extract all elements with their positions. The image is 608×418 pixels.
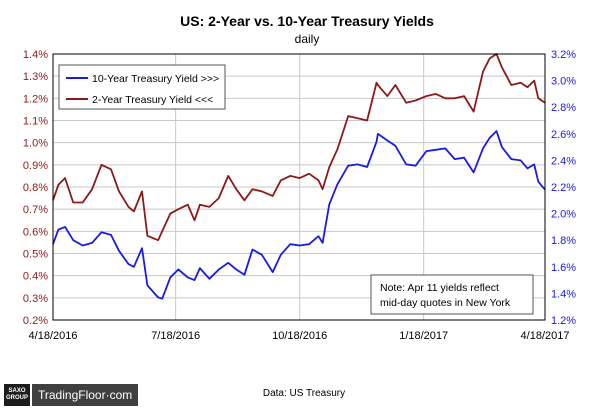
plot-frame [52, 53, 546, 321]
right-tick-label: 1.2% [551, 315, 576, 327]
source-note: Data: US Treasury [262, 388, 346, 399]
legend: 10-Year Treasury Yield >>> 2-Year Treasu… [58, 64, 226, 110]
legend-label-10y: 10-Year Treasury Yield >>> [92, 73, 219, 85]
right-tick-label: 2.0% [551, 209, 576, 221]
left-tick-label: 0.6% [23, 226, 48, 238]
left-tick-label: 1.1% [23, 116, 48, 128]
left-tick-label: 0.2% [23, 315, 48, 327]
right-tick-label: 2.8% [551, 102, 576, 114]
x-tick-label: 1/18/2017 [399, 330, 448, 342]
left-tick-label: 1.2% [23, 93, 48, 105]
right-tick-label: 3.2% [551, 49, 576, 61]
chart-title: US: 2-Year vs. 10-Year Treasury Yields [180, 13, 434, 29]
left-tick-label: 0.5% [23, 249, 48, 261]
brand-logo-bottom: GROUP [5, 395, 28, 401]
annotation-line-1: Note: Apr 11 yields reflect [380, 282, 499, 294]
left-tick-label: 1.4% [23, 49, 48, 61]
right-tick-label: 1.4% [551, 288, 576, 300]
right-tick-label: 1.8% [551, 235, 576, 247]
left-tick-label: 1.3% [23, 71, 48, 83]
annotation-line-2: mid-day quotes in New York [380, 297, 511, 309]
x-tick-label: 10/18/2016 [272, 330, 327, 342]
series-2-year-line [52, 53, 546, 242]
right-axis: 1.2% 1.4% 1.6% 1.8% 2.0% 2.2% 2.4% 2.6% 2.8% 3.0%… [551, 49, 576, 327]
saxo-logo-icon: SAXO GROUP [4, 384, 30, 406]
left-tick-label: 0.9% [23, 160, 48, 172]
left-tick-label: 0.4% [23, 271, 48, 283]
left-tick-label: 0.8% [23, 182, 48, 194]
x-tick-label: 7/18/2016 [151, 330, 200, 342]
series-lines [52, 53, 546, 300]
annotation-box [370, 274, 534, 315]
legend-label-2y: 2-Year Treasury Yield <<< [92, 94, 213, 106]
left-tick-label: 0.7% [23, 204, 48, 216]
annotation: Note: Apr 11 yields reflect mid-day quot… [370, 274, 534, 315]
right-tick-label: 1.6% [551, 262, 576, 274]
right-tick-label: 2.6% [551, 129, 576, 141]
brand-logo: SAXO GROUP TradingFloor·com [4, 384, 139, 406]
x-axis: 4/18/2016 7/18/2016 10/18/2016 1/18/2017 4/1… [29, 330, 570, 342]
right-tick-label: 2.4% [551, 155, 576, 167]
brand-logo-top: SAXO [8, 388, 26, 394]
right-tick-label: 3.0% [551, 76, 576, 88]
left-tick-label: 0.3% [23, 293, 48, 305]
x-tick-label: 4/18/2016 [29, 330, 78, 342]
left-axis: 0.2% 0.3% 0.4% 0.5% 0.6% 0.7% 0.8% 0.9% 1.0% 1.1%… [23, 49, 48, 327]
series-10-year-line [52, 130, 546, 300]
right-tick-label: 2.2% [551, 182, 576, 194]
chart-subtitle: daily [295, 32, 320, 46]
x-tick-label: 4/18/2017 [521, 330, 570, 342]
legend-box [58, 64, 226, 110]
left-tick-label: 1.0% [23, 138, 48, 150]
brand-name: TradingFloor·com [32, 384, 139, 406]
